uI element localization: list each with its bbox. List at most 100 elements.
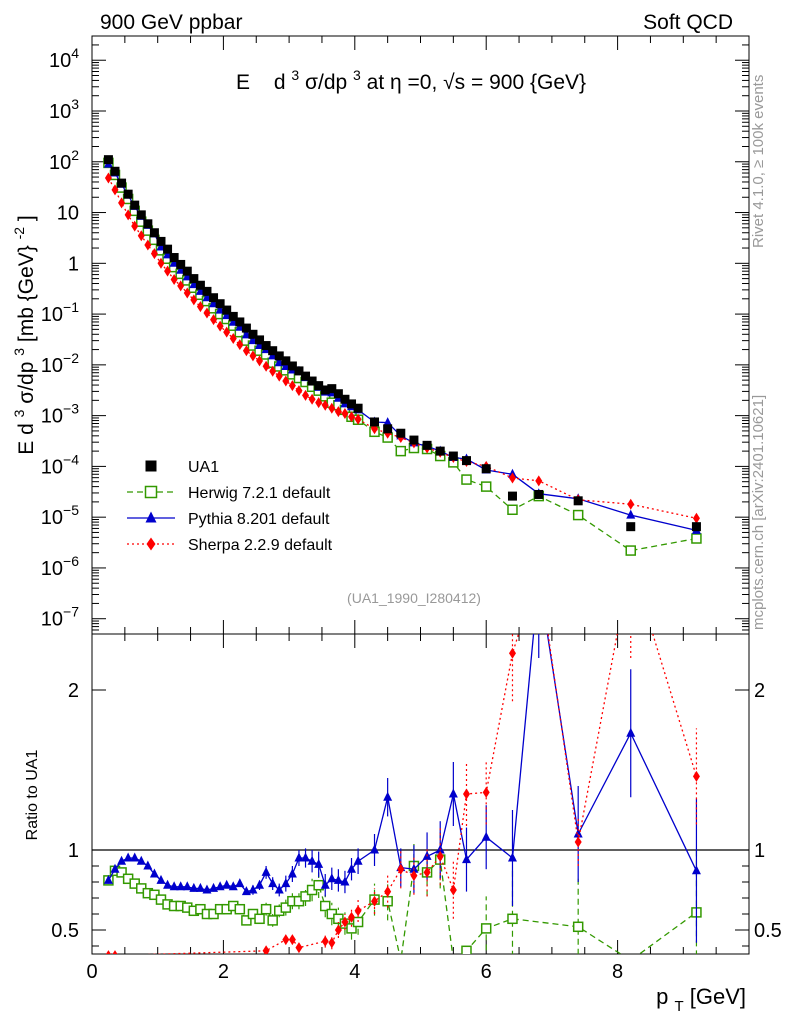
- ratio-point: [268, 878, 278, 888]
- title-suffix: at η =0, √s = 900 {GeV}: [367, 71, 586, 94]
- ratio-point: [117, 855, 127, 865]
- legend-label: UA1: [188, 459, 219, 476]
- ratio-point: [287, 868, 297, 878]
- legend-marker: [146, 537, 156, 551]
- main-point: [396, 428, 406, 438]
- y-tick-label: 10−6: [41, 553, 79, 580]
- ratio-point: [294, 852, 304, 862]
- ratio-point: [508, 647, 516, 659]
- x-tick-label: 0: [86, 961, 97, 983]
- x-tick-label: 8: [612, 961, 623, 983]
- y-tick-label-base: 10: [41, 355, 63, 377]
- main-point: [144, 239, 152, 251]
- main-point: [409, 435, 419, 445]
- ratio-point: [149, 868, 159, 878]
- main-point: [295, 385, 303, 397]
- main-point: [130, 200, 140, 210]
- main-plot-title: E d 3 σ/dp 3 at η =0, √s = 900 {GeV}: [236, 62, 586, 94]
- main-point: [435, 446, 445, 456]
- ratio-point: [288, 934, 296, 946]
- ratio-point: [241, 886, 251, 896]
- ratio-point: [461, 945, 472, 954]
- main-y-axis-label: E d 3 σ/dp 3 [mb {GeV} -2 ]: [6, 215, 38, 455]
- y-tick-label-base: 10: [41, 609, 63, 631]
- ratio-point: [301, 852, 311, 862]
- ratio-point: [136, 855, 146, 865]
- ratio-point: [353, 855, 363, 865]
- ratio-point: [482, 786, 490, 798]
- main-point: [164, 265, 172, 277]
- main-point: [241, 323, 251, 333]
- ratio-series-line: [107, 634, 697, 893]
- main-point: [143, 219, 153, 229]
- ratio-point: [461, 854, 471, 864]
- main-point: [314, 381, 324, 391]
- main-point: [157, 257, 165, 269]
- y-tick-label: 104: [49, 45, 79, 72]
- main-point: [395, 445, 407, 457]
- ratio-point: [321, 935, 329, 947]
- ratio-series-1: [103, 573, 701, 943]
- ratio-point: [195, 882, 205, 892]
- y-tick-label-exp: 3: [71, 96, 79, 112]
- main-point: [334, 406, 342, 418]
- main-point: [302, 389, 310, 401]
- ratio-point: [333, 874, 343, 884]
- main-point: [328, 402, 336, 414]
- x-tick-label: 6: [481, 961, 492, 983]
- ratio-point: [234, 903, 246, 915]
- ratio-point: [341, 916, 349, 928]
- main-point: [480, 481, 492, 492]
- main-point: [307, 376, 317, 386]
- main-point: [110, 166, 120, 176]
- title-exp1: 3: [291, 67, 299, 83]
- main-point: [136, 210, 146, 220]
- ratio-series-0: [103, 830, 702, 965]
- main-point: [507, 491, 517, 501]
- main-data-marks: [103, 155, 702, 556]
- main-point: [383, 424, 393, 434]
- ylabel-part-3: 3: [11, 348, 27, 356]
- ratio-point: [189, 882, 199, 892]
- main-point: [255, 335, 265, 345]
- ratio-point: [626, 956, 635, 965]
- ratio-point: [691, 865, 701, 875]
- main-point: [287, 361, 297, 371]
- legend-marker: [145, 460, 157, 472]
- ratio-point: [534, 573, 543, 582]
- main-point: [150, 248, 158, 260]
- main-point: [169, 253, 179, 263]
- y-tick-label-exp: −3: [63, 401, 79, 417]
- main-point: [190, 294, 198, 306]
- ratio-point: [228, 881, 238, 891]
- main-point: [534, 489, 544, 499]
- main-point: [222, 305, 232, 315]
- main-series-2: [103, 158, 701, 534]
- main-point: [448, 451, 458, 461]
- main-point: [182, 266, 192, 276]
- legend-label: Herwig 7.2.1 default: [188, 485, 331, 502]
- y-tick-label-base: 10: [49, 152, 71, 174]
- main-point: [111, 184, 119, 196]
- ratio-point: [574, 836, 582, 848]
- main-point: [203, 307, 211, 319]
- main-point: [535, 475, 543, 487]
- legend-label: Pythia 8.201 default: [188, 511, 330, 528]
- main-point: [202, 286, 212, 296]
- main-point: [189, 274, 199, 284]
- ratio-axis-ticks: 0 2 4 6 8 0.5 0.5 1 1 2 2: [51, 634, 782, 983]
- ratio-point: [449, 956, 458, 965]
- ratio-point: [354, 905, 362, 917]
- main-point: [268, 346, 278, 356]
- ratio-y-axis-label: Ratio to UA1: [24, 750, 41, 841]
- main-point: [249, 350, 257, 362]
- ratio-point: [314, 858, 324, 868]
- ratio-point: [281, 878, 291, 888]
- ratio-point: [295, 942, 303, 954]
- ylabel-part-5: -2: [11, 227, 27, 240]
- legend-label: Sherpa 2.2.9 default: [188, 537, 333, 554]
- analysis-id-label: (UA1_1990_I280412): [347, 590, 481, 606]
- ylabel-part-4: [mb {GeV}: [15, 245, 38, 342]
- ratio-point: [103, 874, 113, 884]
- ratio-point: [112, 950, 118, 954]
